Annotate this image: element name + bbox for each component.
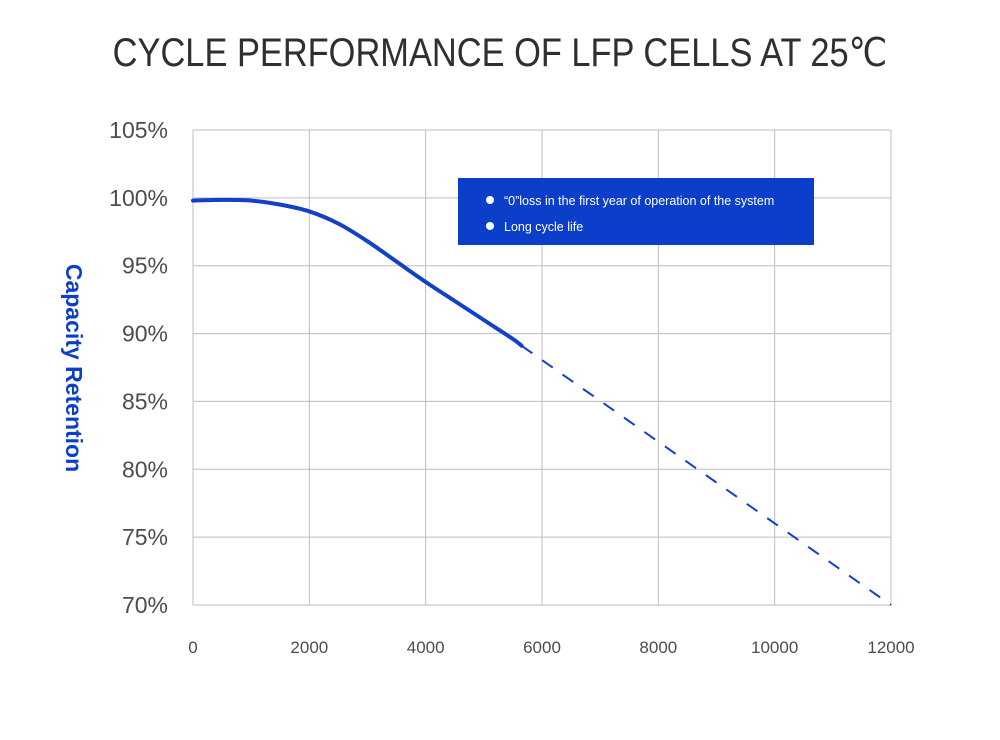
y-tick-label: 95% [122,253,168,279]
x-tick-label: 6000 [523,638,561,657]
annotation-item: “0”loss in the first year of operation o… [504,194,774,208]
bullet-icon [486,196,494,204]
y-axis-ticks: 70% 75% 80% 85% 90% 95% 100% 105% [109,117,168,618]
y-tick-label: 80% [122,456,168,482]
bullet-icon [486,222,494,230]
annotation-box: “0”loss in the first year of operation o… [458,178,814,245]
x-tick-label: 2000 [290,638,328,657]
y-tick-label: 75% [122,524,168,550]
y-tick-label: 85% [122,388,168,414]
chart-title: CYCLE PERFORMANCE OF LFP CELLS AT 25℃ [112,31,888,75]
data-series [191,197,892,606]
series-line-measured [191,197,524,348]
x-tick-label: 4000 [407,638,445,657]
y-tick-label: 70% [122,592,168,618]
x-axis-ticks: 0 2000 4000 6000 8000 10000 12000 [188,638,914,657]
annotation-background [458,178,814,245]
x-tick-label: 12000 [867,638,914,657]
y-axis-label: Capacity Retention [61,264,87,472]
x-tick-label: 8000 [639,638,677,657]
y-tick-label: 100% [109,185,168,211]
series-line-projected [521,344,892,606]
x-tick-label: 0 [188,638,197,657]
annotation-item: Long cycle life [504,220,583,234]
x-tick-label: 10000 [751,638,798,657]
y-tick-label: 90% [122,321,168,347]
y-tick-label: 105% [109,117,168,143]
